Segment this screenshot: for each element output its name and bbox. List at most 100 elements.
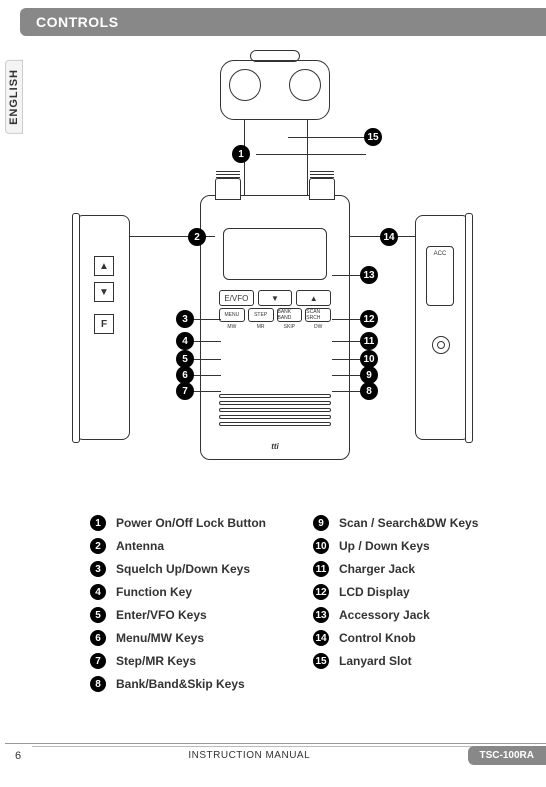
legend-label: Menu/MW Keys: [116, 631, 204, 645]
side-view-left: ▲ ▼ F: [75, 215, 130, 440]
control-knob: [309, 178, 335, 200]
side-buttons: ▲ ▼ F: [94, 256, 114, 340]
diagram-callout: 12: [360, 310, 378, 328]
diagram-callout: 7: [176, 382, 194, 400]
legend-label: Lanyard Slot: [339, 654, 412, 668]
page-number: 6: [5, 750, 31, 762]
diagram-callout: 3: [176, 310, 194, 328]
legend-label: Step/MR Keys: [116, 654, 196, 668]
antenna-mount: [215, 178, 241, 200]
legend-label: Enter/VFO Keys: [116, 608, 207, 622]
diagram-callout: 15: [364, 128, 382, 146]
diagram-callout: 14: [380, 228, 398, 246]
page-footer: 6 INSTRUCTION MANUAL TSC-100RA: [5, 743, 546, 765]
legend-label: Antenna: [116, 539, 164, 553]
diagram-callout: 13: [360, 266, 378, 284]
manual-page: CONTROLS ENGLISH ▲ ▼ F E/VFO ▼: [0, 0, 546, 787]
legend-column: 9 Scan / Search&DW Keys 10 Up / Down Keys 11…: [313, 515, 506, 692]
device-diagram: ▲ ▼ F E/VFO ▼ ▲ MENU STEP BANK BAND: [70, 60, 480, 460]
legend-item: 5 Enter/VFO Keys: [90, 607, 283, 623]
section-title: CONTROLS: [36, 14, 119, 30]
function-key: F: [94, 314, 114, 334]
squelch-up: ▲: [94, 256, 114, 276]
legend-label: Charger Jack: [339, 562, 415, 576]
accessory-jack: ACC: [426, 246, 454, 306]
legend-item: 2 Antenna: [90, 538, 283, 554]
diagram-callout: 2: [188, 228, 206, 246]
legend-item: 11 Charger Jack: [313, 561, 506, 577]
charger-jack: [432, 336, 450, 354]
diagram-callout: 1: [232, 145, 250, 163]
legend-number: 3: [90, 561, 106, 577]
diagram-callout: 11: [360, 332, 378, 350]
legend-label: Accessory Jack: [339, 608, 430, 622]
leader-line: [307, 120, 308, 198]
legend: 1 Power On/Off Lock Button 2 Antenna 3 Squelc…: [90, 515, 506, 692]
dw-label: DW: [305, 324, 331, 330]
step-key: STEP: [248, 308, 274, 322]
legend-item: 4 Function Key: [90, 584, 283, 600]
mr-label: MR: [248, 324, 274, 330]
legend-number: 15: [313, 653, 329, 669]
leader-line: [256, 154, 366, 155]
lcd-display: [223, 228, 327, 280]
belt-clip: [72, 213, 80, 443]
footer-title: INSTRUCTION MANUAL: [31, 750, 468, 761]
legend-number: 5: [90, 607, 106, 623]
menu-key: MENU: [219, 308, 245, 322]
diagram-callout: 8: [360, 382, 378, 400]
skip-label: SKIP: [277, 324, 303, 330]
legend-number: 6: [90, 630, 106, 646]
up-key: ▲: [296, 290, 331, 306]
evfo-key: E/VFO: [219, 290, 254, 306]
legend-number: 9: [313, 515, 329, 531]
model-badge: TSC-100RA: [468, 746, 546, 765]
legend-number: 12: [313, 584, 329, 600]
legend-number: 1: [90, 515, 106, 531]
down-key: ▼: [258, 290, 293, 306]
keypad: E/VFO ▼ ▲ MENU STEP BANK BAND SCAN SRCH …: [219, 290, 331, 330]
legend-number: 4: [90, 584, 106, 600]
legend-item: 12 LCD Display: [313, 584, 506, 600]
legend-number: 2: [90, 538, 106, 554]
legend-item: 6 Menu/MW Keys: [90, 630, 283, 646]
legend-number: 7: [90, 653, 106, 669]
grip-ridges: [219, 394, 331, 429]
legend-label: Up / Down Keys: [339, 539, 430, 553]
mw-label: MW: [219, 324, 245, 330]
legend-item: 15 Lanyard Slot: [313, 653, 506, 669]
legend-item: 8 Bank/Band&Skip Keys: [90, 676, 283, 692]
diagram-callout: 9: [360, 366, 378, 384]
side-view-right: ACC: [415, 215, 470, 440]
legend-number: 11: [313, 561, 329, 577]
belt-clip: [465, 213, 473, 443]
legend-label: Bank/Band&Skip Keys: [116, 677, 245, 691]
legend-item: 9 Scan / Search&DW Keys: [313, 515, 506, 531]
legend-column: 1 Power On/Off Lock Button 2 Antenna 3 Squelc…: [90, 515, 283, 692]
legend-number: 10: [313, 538, 329, 554]
legend-item: 3 Squelch Up/Down Keys: [90, 561, 283, 577]
diagram-callout: 4: [176, 332, 194, 350]
legend-number: 13: [313, 607, 329, 623]
legend-label: Power On/Off Lock Button: [116, 516, 266, 530]
legend-label: Squelch Up/Down Keys: [116, 562, 250, 576]
top-view: [220, 60, 330, 120]
legend-item: 14 Control Knob: [313, 630, 506, 646]
legend-item: 10 Up / Down Keys: [313, 538, 506, 554]
brand-logo: tti: [201, 442, 349, 451]
section-header: CONTROLS: [20, 8, 546, 36]
legend-label: Control Knob: [339, 631, 416, 645]
legend-number: 8: [90, 676, 106, 692]
language-tab: ENGLISH: [5, 60, 23, 134]
diagram-callout: 10: [360, 350, 378, 368]
leader-line: [288, 137, 366, 138]
legend-number: 14: [313, 630, 329, 646]
legend-label: Function Key: [116, 585, 192, 599]
legend-label: Scan / Search&DW Keys: [339, 516, 478, 530]
legend-label: LCD Display: [339, 585, 410, 599]
bank-key: BANK BAND: [277, 308, 303, 322]
legend-item: 13 Accessory Jack: [313, 607, 506, 623]
scan-key: SCAN SRCH: [305, 308, 331, 322]
squelch-down: ▼: [94, 282, 114, 302]
legend-item: 1 Power On/Off Lock Button: [90, 515, 283, 531]
